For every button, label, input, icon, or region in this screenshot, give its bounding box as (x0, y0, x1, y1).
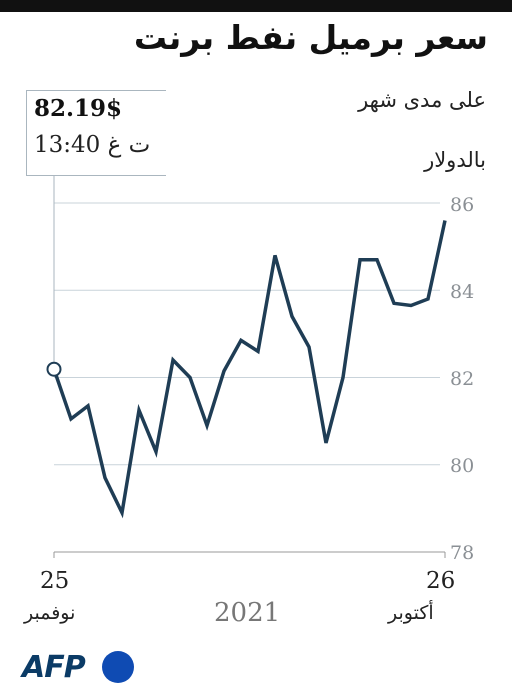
top-bar (0, 0, 512, 12)
callout-time: 13:40 ت غ (34, 132, 151, 158)
y-tick-label: 84 (450, 281, 475, 303)
afp-logo-dot-icon (102, 651, 134, 683)
y-tick-label: 82 (450, 368, 475, 390)
unit-label: بالدولار (424, 148, 486, 172)
x-tick-day-start: 26 (426, 568, 456, 594)
y-tick-label: 78 (450, 542, 475, 564)
year-label: 2021 (214, 598, 281, 628)
callout-price: 82.19$ (34, 95, 123, 122)
price-callout (26, 90, 166, 176)
afp-logo: AFP (22, 650, 152, 685)
x-tick-month-end: نوفمبر (24, 602, 76, 624)
y-tick-label: 80 (450, 455, 475, 477)
chart-subtitle: على مدى شهر (358, 88, 486, 112)
afp-logo-text: AFP (22, 650, 86, 685)
series-line (52, 220, 447, 519)
x-tick-day-end: 25 (40, 568, 70, 594)
x-tick-month-start: أكتوبر (388, 602, 434, 624)
latest-point-marker (46, 361, 62, 377)
chart-title: سعر برميل نفط برنت (133, 18, 488, 57)
y-tick-label: 86 (450, 194, 475, 216)
